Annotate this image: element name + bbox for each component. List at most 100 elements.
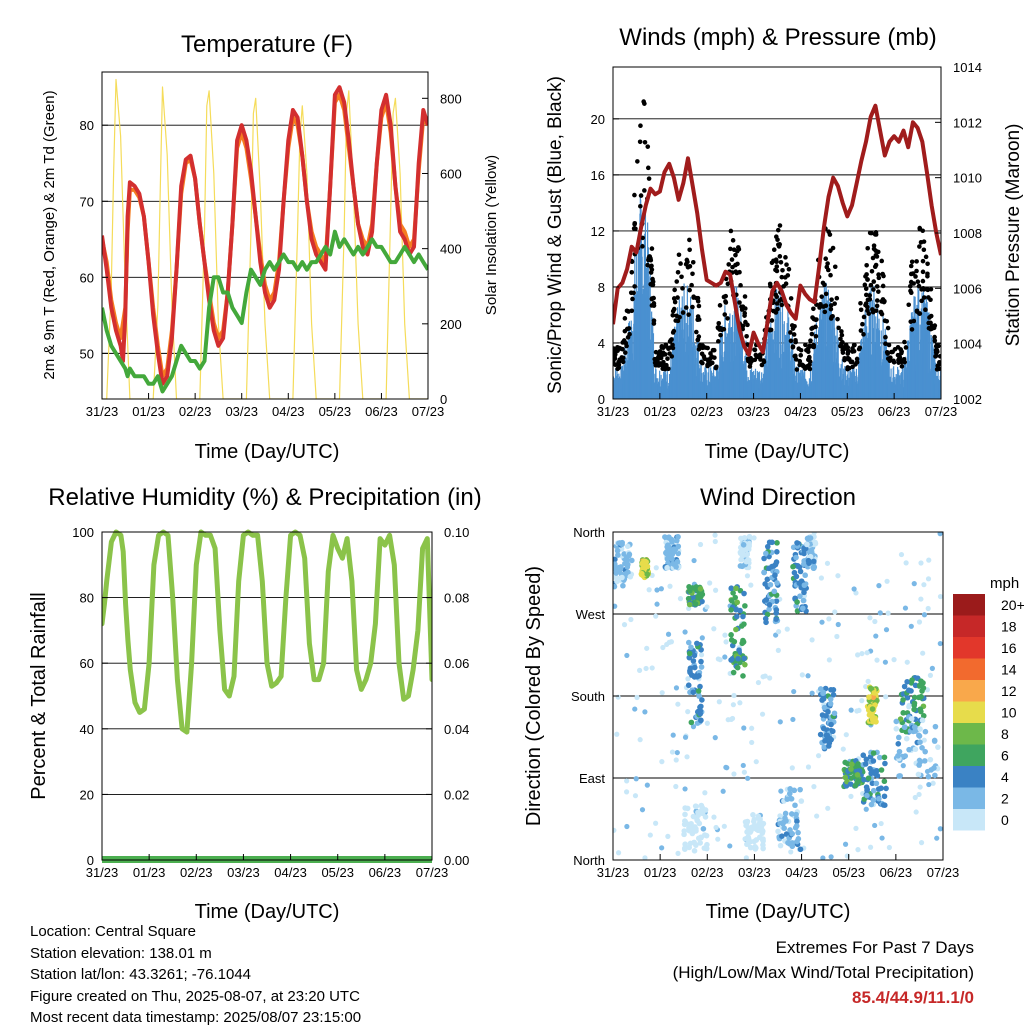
humidity-panel: Relative Humidity (%) & Precipitation (i… [28,484,482,923]
gust-point [921,239,927,244]
direction-point [646,587,652,593]
direction-point [753,845,759,851]
direction-point [820,855,826,860]
direction-point [917,739,923,746]
direction-point [686,601,693,608]
direction-point [688,719,695,726]
direction-point [880,802,887,808]
gust-point [926,325,932,331]
y-tick-label: South [571,689,605,704]
y-tick-label: 50 [80,346,94,361]
gust-point [628,290,634,296]
gust-point [782,275,788,280]
direction-point [686,650,693,657]
direction-point [675,543,682,550]
gust-point [846,365,852,371]
direction-point [793,573,800,580]
gust-point [627,331,632,337]
gust-point [811,316,817,322]
direction-point [792,802,798,809]
gust-point [828,272,833,278]
direction-point [740,639,747,645]
direction-point [900,697,906,703]
gust-point [667,345,672,351]
direction-point [869,706,876,712]
direction-point [797,786,803,793]
direction-point [895,753,901,759]
direction-point [712,538,718,545]
direction-point [690,689,697,696]
gust-point [932,323,938,328]
direction-point [830,692,837,698]
gust-point [657,349,663,354]
gust-point [695,298,701,304]
direction-point [697,586,704,592]
gust-point [696,317,702,322]
direction-point [913,809,919,815]
direction-point [625,561,631,568]
direction-point [615,850,622,856]
direction-point [670,732,676,738]
direction-point [912,682,919,689]
direction-point [725,717,731,723]
gust-point [865,277,870,282]
direction-point [730,702,736,708]
direction-point [665,631,672,637]
direction-point [613,827,617,833]
extremes-values: 85.4/44.9/11.1/0 [852,988,974,1007]
x-tick-label: 01/23 [133,865,166,880]
direction-point [615,552,621,558]
gust-point [735,245,741,250]
colorbar-swatch [953,701,985,723]
direction-point [728,657,734,663]
gust-point [916,283,922,289]
gust-point [843,343,849,348]
gust-point [884,349,890,355]
direction-point [804,541,810,548]
direction-point [707,580,713,586]
direction-point [883,694,889,700]
direction-point [927,756,934,763]
y-tick-label: 80 [80,591,94,606]
direction-point [918,840,925,846]
gust-point [728,246,733,252]
direction-point [927,672,934,678]
direction-point [728,637,735,643]
y-right-tick-label: 600 [440,166,462,181]
gust-point [794,367,800,372]
direction-point [876,754,883,761]
direction-point [699,635,705,641]
direction-point [865,678,871,684]
gust-point [632,221,637,227]
gust-point [829,314,834,320]
gust-point [848,359,854,365]
direction-point [825,708,831,715]
gust-point [891,358,896,364]
direction-point [741,535,748,541]
direction-point [925,576,932,582]
direction-point [795,829,801,836]
direction-point [627,573,634,580]
direction-point [624,778,630,784]
gust-point [813,334,819,339]
direction-point [745,834,751,840]
wind-direction-ylabel: Direction (Colored By Speed) [523,566,545,826]
series-station-pressure [613,103,941,357]
direction-point [773,559,780,565]
colorbar-swatch [953,594,985,616]
direction-point [669,556,675,562]
direction-point [773,598,780,604]
gust-point [620,340,626,345]
gust-point [638,203,643,209]
direction-point [624,543,631,550]
gust-point [723,299,728,304]
colorbar-swatch [953,766,985,788]
direction-point [699,808,705,815]
direction-point [911,694,918,701]
gust-point [670,342,675,348]
x-tick-label: 06/23 [365,404,398,419]
direction-point [673,685,680,691]
gust-point [780,267,785,273]
gust-point [809,331,815,337]
direction-point [820,689,827,696]
